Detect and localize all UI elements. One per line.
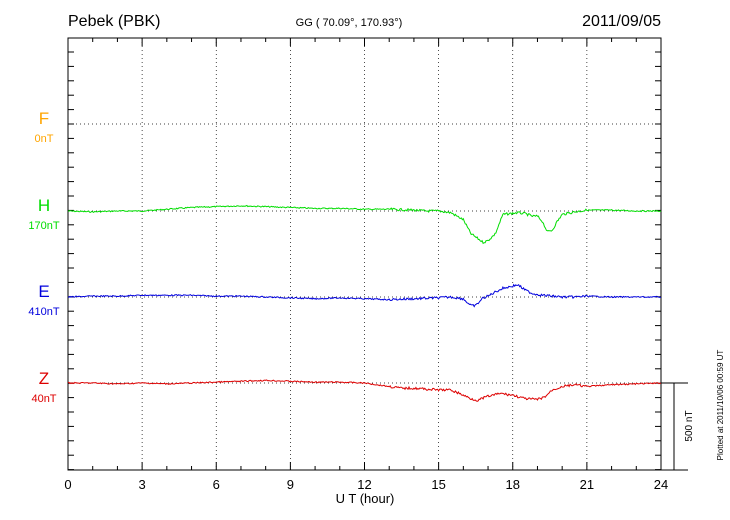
x-tick-label: 15 — [431, 477, 445, 492]
series-line-e — [67, 283, 661, 308]
series-line-z — [67, 379, 662, 402]
offset-h: 170nT — [28, 220, 59, 232]
offset-e: 410nT — [28, 306, 59, 318]
x-tick-label: 0 — [64, 477, 71, 492]
offset-z: 40nT — [31, 393, 56, 405]
x-tick-label: 21 — [580, 477, 594, 492]
x-tick-label: 9 — [287, 477, 294, 492]
plotted-note: Plotted at 2011/10/06 00:59 UT — [716, 350, 725, 461]
label-e: E — [38, 282, 49, 301]
series-line-h — [67, 204, 662, 245]
x-tick-label: 24 — [654, 477, 668, 492]
grid-layer — [68, 38, 661, 470]
x-tick-label: 12 — [357, 477, 371, 492]
chart-title-right: 2011/09/05 — [582, 13, 661, 30]
scale-bar-label: 500 nT — [684, 410, 695, 441]
chart-title-left: Pebek (PBK) — [68, 13, 160, 30]
chart-title-center: GG ( 70.09°, 170.93°) — [296, 17, 403, 29]
label-h: H — [38, 196, 50, 215]
x-tick-label: 3 — [139, 477, 146, 492]
x-tick-label: 6 — [213, 477, 220, 492]
label-f: F — [39, 109, 49, 128]
label-z: Z — [39, 369, 49, 388]
tick-layer: 0 3 6 9 12 15 18 21 24 — [64, 38, 668, 492]
x-axis-label: U T (hour) — [336, 491, 395, 506]
offset-f: 0nT — [35, 133, 54, 145]
series-layer — [67, 204, 662, 402]
x-tick-label: 18 — [506, 477, 520, 492]
